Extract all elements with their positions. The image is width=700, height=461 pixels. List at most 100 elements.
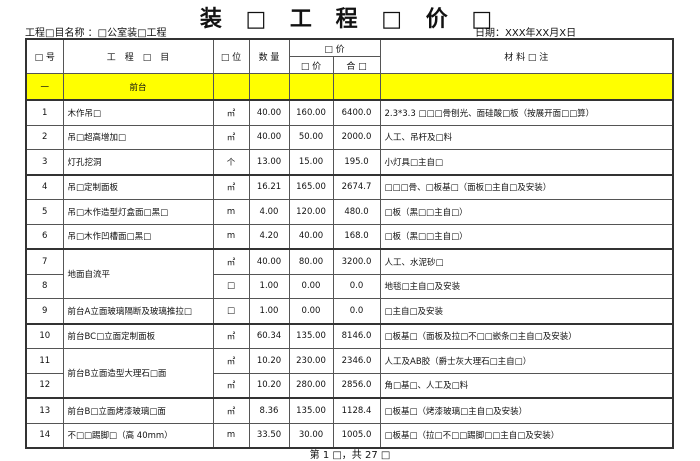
unit: m — [212, 422, 250, 449]
unit: ㎡ — [212, 372, 250, 399]
header-notes: 材 料 □ 注 — [379, 38, 674, 74]
unit: ㎡ — [212, 124, 250, 150]
unit-price: 230.00 — [288, 348, 334, 374]
unit: m — [212, 199, 250, 225]
total-price: 3200.0 — [332, 248, 381, 275]
total-price: 2000.0 — [332, 124, 381, 150]
total-price: 0.0 — [332, 298, 381, 324]
row-number: 10 — [25, 322, 64, 349]
unit: □ — [212, 273, 250, 299]
row-number: 13 — [25, 397, 64, 424]
unit: ㎡ — [212, 348, 250, 374]
quantity: 10.20 — [248, 348, 290, 374]
material-note: 人工、吊杆及□料 — [379, 124, 674, 150]
item-name: 吊□木作造型灯盒面□黑□ — [62, 199, 214, 225]
material-note: □板基□（面板及拉□不□□嵌条□主自□及安装） — [379, 322, 674, 349]
unit-price: 0.00 — [288, 273, 334, 299]
item-name: 吊□超高增加□ — [62, 124, 214, 150]
item-name: 吊□定制面板 — [62, 173, 214, 200]
total-price: 1005.0 — [332, 422, 381, 449]
section-name: 前台 — [62, 73, 214, 101]
row-number: 2 — [25, 124, 64, 150]
quantity: 33.50 — [248, 422, 290, 449]
quantity: 4.20 — [248, 223, 290, 250]
row-number: 5 — [25, 199, 64, 225]
row-number: 9 — [25, 298, 64, 324]
item-name: 不□□踢脚□（高 40mm） — [62, 422, 214, 449]
material-note: 人工及AB胶（爵士灰大理石□主自□） — [379, 348, 674, 374]
total-price: 8146.0 — [332, 322, 381, 349]
item-name: 地面自流平 — [62, 248, 214, 299]
unit: 个 — [212, 149, 250, 175]
header-total: 合 □ — [332, 56, 381, 74]
material-note: 小灯具□主自□ — [379, 149, 674, 175]
unit: ㎡ — [212, 397, 250, 424]
section-no: 一 — [25, 73, 64, 101]
material-note: 地毯□主自□及安装 — [379, 273, 674, 299]
material-note: □板（黑□□主自□） — [379, 199, 674, 225]
total-price: 2856.0 — [332, 372, 381, 399]
unit: ㎡ — [212, 322, 250, 349]
unit-price: 50.00 — [288, 124, 334, 150]
quantity: 13.00 — [248, 149, 290, 175]
table-row: 9 前台A立面玻璃隔断及玻璃推拉□ □ 1.00 0.00 0.0 □主自□及安装 — [25, 298, 674, 324]
total-price: 6400.0 — [332, 99, 381, 126]
unit-price: 280.00 — [288, 372, 334, 399]
unit-price: 0.00 — [288, 298, 334, 324]
unit: ㎡ — [212, 99, 250, 126]
header-item: 工 程 □ 目 — [62, 38, 214, 74]
material-note: 人工、水泥砂□ — [379, 248, 674, 275]
item-name: 前台A立面玻璃隔断及玻璃推拉□ — [62, 298, 214, 324]
material-note: □板基□（烤漆玻璃□主自□及安装） — [379, 397, 674, 424]
row-number: 3 — [25, 149, 64, 175]
row-number: 11 — [25, 348, 64, 374]
header-qty: 数 量 — [248, 38, 290, 74]
unit-price: 30.00 — [288, 422, 334, 449]
header-price-group: □ 价 — [288, 38, 381, 57]
quantity: 1.00 — [248, 273, 290, 299]
unit-price: 40.00 — [288, 223, 334, 250]
table-row: 12 ㎡ 10.20 280.00 2856.0 角□基□、人工及□料 — [25, 372, 674, 399]
quantity: 1.00 — [248, 298, 290, 324]
document-title: 装 □ 工 程 □ 价 □ — [199, 7, 501, 32]
item-name: 木作吊□ — [62, 99, 214, 126]
row-number: 8 — [25, 273, 64, 299]
total-price: 480.0 — [332, 199, 381, 225]
row-number: 12 — [25, 372, 64, 399]
item-name: 前台B立面造型大理石□面 — [62, 348, 214, 399]
unit-price: 160.00 — [288, 99, 334, 126]
quantity: 10.20 — [248, 372, 290, 399]
quantity: 40.00 — [248, 99, 290, 126]
unit-price: 15.00 — [288, 149, 334, 175]
quote-table: □ 号 工 程 □ 目 □ 位 数 量 □ 价 材 料 □ 注 □ 价 合 □ … — [25, 38, 674, 449]
section-row: 一 前台 — [25, 73, 674, 101]
project-name: 工程□目名称 ：□公室装□工程 — [25, 28, 167, 39]
quantity: 4.00 — [248, 199, 290, 225]
row-number: 6 — [25, 223, 64, 250]
page-indicator: 第 1 □，共 27 □ — [309, 450, 391, 461]
unit-price: 80.00 — [288, 248, 334, 275]
unit: □ — [212, 298, 250, 324]
table-row: 2 吊□超高增加□ ㎡ 40.00 50.00 2000.0 人工、吊杆及□料 — [25, 124, 674, 150]
quantity: 40.00 — [248, 248, 290, 275]
material-note: □主自□及安装 — [379, 298, 674, 324]
unit-price: 120.00 — [288, 199, 334, 225]
total-price: 1128.4 — [332, 397, 381, 424]
material-note: □板（黑□□主自□） — [379, 223, 674, 250]
total-price: 2674.7 — [332, 173, 381, 200]
unit-price: 135.00 — [288, 397, 334, 424]
total-price: 168.0 — [332, 223, 381, 250]
quantity: 16.21 — [248, 173, 290, 200]
header-no: □ 号 — [25, 38, 64, 74]
unit: ㎡ — [212, 248, 250, 275]
material-note: □板基□（拉□不□□踢脚□□主自□及安装） — [379, 422, 674, 449]
row-number: 4 — [25, 173, 64, 200]
row-number: 7 — [25, 248, 64, 275]
document-date: 日期：XXX年XX月X日 — [475, 28, 577, 39]
quantity: 60.34 — [248, 322, 290, 349]
unit-price: 135.00 — [288, 322, 334, 349]
